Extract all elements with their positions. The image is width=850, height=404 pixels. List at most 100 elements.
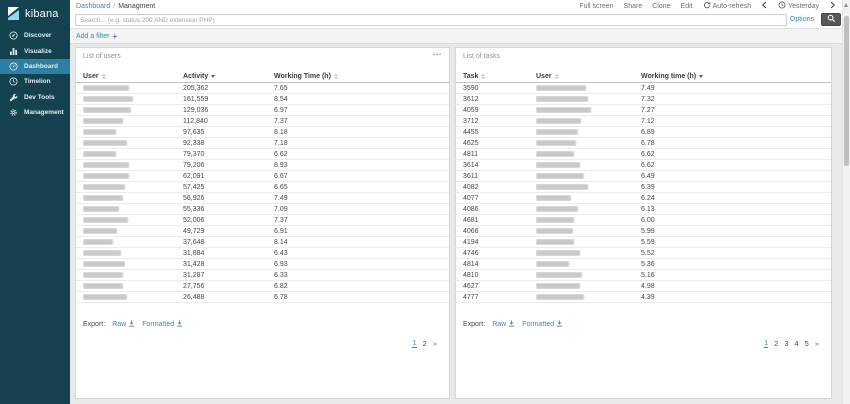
redacted-user-name xyxy=(83,250,121,256)
table-row: 37,648 8.14 xyxy=(76,237,449,248)
table-row: 3614 6.62 xyxy=(456,160,831,171)
edit-link[interactable]: Edit xyxy=(680,2,693,10)
page-1[interactable]: 1 xyxy=(763,338,769,348)
search-input[interactable] xyxy=(75,14,787,26)
table-cell: 4.39 xyxy=(641,293,655,301)
table-row: 55,336 7.09 xyxy=(76,204,449,215)
scrollbar-up-arrow-icon[interactable] xyxy=(844,3,848,7)
table-cell: 79,370 xyxy=(183,150,205,158)
kibana-logo[interactable]: kibana xyxy=(0,0,70,28)
table-cell: 3712 xyxy=(463,117,479,125)
top-toolbar: Dashboard / Managment Full screen Share Cl… xyxy=(70,0,850,12)
table-cell: 5.16 xyxy=(641,271,655,279)
clone-link[interactable]: Clone xyxy=(652,2,671,10)
redacted-user-name xyxy=(83,173,129,179)
full-screen-link[interactable]: Full screen xyxy=(579,2,614,10)
management-icon xyxy=(8,108,18,117)
table-cell: 79,206 xyxy=(183,161,205,169)
share-link[interactable]: Share xyxy=(623,2,643,10)
export-formatted-link[interactable]: Formatted xyxy=(522,320,563,329)
table-cell: 8.93 xyxy=(274,161,288,169)
page-scrollbar[interactable] xyxy=(842,0,850,404)
table-cell: 129,036 xyxy=(183,106,209,114)
table-cell: 4082 xyxy=(463,183,479,191)
export-raw-link[interactable]: Raw xyxy=(492,320,515,329)
add-filter-link[interactable]: Add a filter xyxy=(76,32,110,40)
redacted-user-name xyxy=(83,239,113,245)
table-row: 4082 6.39 xyxy=(456,182,831,193)
table-cell: 6.93 xyxy=(274,260,288,268)
options-link[interactable]: Options xyxy=(789,16,814,23)
add-filter-plus-icon[interactable]: + xyxy=(112,31,118,41)
time-range-button-label: Yesterday xyxy=(788,2,819,10)
redacted-user-name xyxy=(83,195,123,201)
page-next[interactable]: » xyxy=(814,338,819,348)
table-cell: 8.54 xyxy=(274,95,288,103)
table-cell: 97,635 xyxy=(183,128,205,136)
column-header-user[interactable]: User xyxy=(536,73,641,80)
redacted-user-name xyxy=(536,283,580,289)
redacted-user-name xyxy=(83,294,127,300)
redacted-user-name xyxy=(83,118,123,124)
table-cell: 26,488 xyxy=(183,293,205,301)
table-cell: 31,428 xyxy=(183,260,205,268)
sidebar-item-timelion[interactable]: Timelion xyxy=(0,74,70,89)
panel-title: List of tasks xyxy=(463,53,500,60)
kibana-wordmark: kibana xyxy=(25,8,59,20)
panel-title: List of users xyxy=(83,53,121,60)
column-header-user[interactable]: User xyxy=(83,73,183,80)
table-row: 4086 6.13 xyxy=(456,204,831,215)
sidebar-item-dashboard[interactable]: Dashboard xyxy=(0,58,70,75)
table-cell: 4811 xyxy=(463,150,479,158)
table-cell: 92,338 xyxy=(183,139,205,147)
table-row: 3611 6.49 xyxy=(456,171,831,182)
export-row: Export: Raw Formatted xyxy=(83,320,183,329)
table-cell: 6.62 xyxy=(641,150,655,158)
table-cell: 6.67 xyxy=(274,172,288,180)
page-next[interactable]: » xyxy=(432,338,437,348)
export-formatted-link[interactable]: Formatted xyxy=(142,320,183,329)
table-cell: 3590 xyxy=(463,84,479,92)
page-2[interactable]: 2 xyxy=(774,338,779,348)
time-range-button[interactable]: Yesterday xyxy=(778,1,819,11)
table-row: 31,287 6.33 xyxy=(76,270,449,281)
table-row: 4455 6.89 xyxy=(456,127,831,138)
page-5[interactable]: 5 xyxy=(804,338,809,348)
page-2[interactable]: 2 xyxy=(422,338,427,348)
redacted-user-name xyxy=(83,96,133,102)
column-header-activity[interactable]: Activity xyxy=(183,73,274,80)
scrollbar-thumb[interactable] xyxy=(844,16,849,166)
dashboard-grid: List of users ... User Activity Working Ti… xyxy=(70,45,850,404)
export-raw-link[interactable]: Raw xyxy=(112,320,135,329)
time-forward-button[interactable] xyxy=(829,1,836,11)
sidebar-item-visualize[interactable]: Visualize xyxy=(0,43,70,58)
redacted-user-name xyxy=(536,173,584,179)
search-button[interactable] xyxy=(821,13,841,26)
time-back-button[interactable] xyxy=(761,1,768,11)
table-row: 205,362 7.65 xyxy=(76,83,449,94)
table-cell: 6.24 xyxy=(641,194,655,202)
page-1[interactable]: 1 xyxy=(412,338,417,348)
sidebar-item-discover[interactable]: Discover xyxy=(0,28,70,43)
table-row: 27,756 6.82 xyxy=(76,281,449,292)
column-header-working-time-h-[interactable]: Working Time (h) xyxy=(274,73,441,80)
table-cell: 7.37 xyxy=(274,117,288,125)
breadcrumb-dashboard-link[interactable]: Dashboard xyxy=(76,2,111,10)
column-header-task[interactable]: Task xyxy=(463,73,536,80)
sort-desc-icon xyxy=(211,74,216,78)
column-header-working-time-h-[interactable]: Working time (h) xyxy=(641,73,823,80)
redacted-user-name xyxy=(83,85,129,91)
page-4[interactable]: 4 xyxy=(794,338,799,348)
sort-desc-icon xyxy=(699,74,704,78)
table-row: 4627 4.98 xyxy=(456,281,831,292)
panel-menu-ellipsis-icon[interactable]: ... xyxy=(433,50,442,57)
page-3[interactable]: 3 xyxy=(784,338,789,348)
table-row: 4059 7.27 xyxy=(456,105,831,116)
table-header: User Activity Working Time (h) xyxy=(76,70,449,83)
auto-refresh-button[interactable]: Auto-refresh xyxy=(703,1,751,11)
sidebar-item-management[interactable]: Management xyxy=(0,105,70,120)
redacted-user-name xyxy=(83,151,116,157)
top-actions: Full screen Share Clone Edit Auto-refresh Yes… xyxy=(579,1,836,11)
table-row: 129,036 6.97 xyxy=(76,105,449,116)
sidebar-item-dev-tools[interactable]: Dev Tools xyxy=(0,90,70,105)
